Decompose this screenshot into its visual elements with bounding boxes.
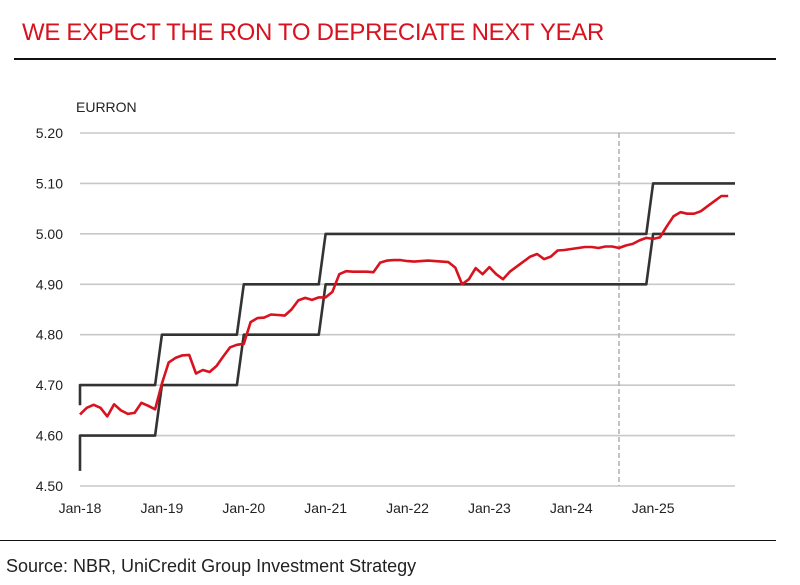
upper-band-line bbox=[78, 182, 735, 406]
x-axis-ticks: Jan-18 Jan-19 Jan-20 Jan-21 Jan-22 Jan-23 Jan-… bbox=[59, 500, 675, 516]
x-tick-label: Jan-24 bbox=[550, 500, 593, 516]
x-tick-label: Jan-18 bbox=[59, 500, 102, 516]
eurron-rate-line bbox=[79, 194, 729, 418]
y-tick-label: 4.90 bbox=[36, 276, 63, 292]
x-tick-label: Jan-20 bbox=[222, 500, 265, 516]
x-tick-label: Jan-19 bbox=[140, 500, 183, 516]
title-rule bbox=[14, 58, 776, 60]
footer-rule bbox=[0, 540, 776, 541]
gridlines bbox=[80, 132, 735, 487]
series-layer bbox=[78, 182, 735, 471]
x-tick-label: Jan-22 bbox=[386, 500, 429, 516]
y-tick-label: 4.50 bbox=[36, 478, 63, 494]
x-tick-label: Jan-25 bbox=[632, 500, 675, 516]
y-tick-label: 5.00 bbox=[36, 226, 63, 242]
x-tick-label: Jan-23 bbox=[468, 500, 511, 516]
y-axis-ticks: 5.20 5.10 5.00 4.90 4.80 4.70 4.60 4.50 bbox=[36, 125, 63, 494]
y-tick-label: 5.10 bbox=[36, 175, 63, 191]
y-tick-label: 4.60 bbox=[36, 428, 63, 444]
eurron-line-chart: EURRON 5.205.105.004.904.804.704.604.50 … bbox=[36, 99, 735, 516]
y-tick-label: 4.80 bbox=[36, 327, 63, 343]
x-tick-label: Jan-21 bbox=[304, 500, 347, 516]
lower-band-line bbox=[78, 232, 735, 471]
y-axis-label: EURRON bbox=[76, 99, 137, 115]
y-tick-label: 4.70 bbox=[36, 377, 63, 393]
chart-title: WE EXPECT THE RON TO DEPRECIATE NEXT YEA… bbox=[22, 19, 605, 46]
source-note: Source: NBR, UniCredit Group Investment … bbox=[6, 556, 417, 576]
y-tick-label: 5.20 bbox=[36, 125, 63, 141]
